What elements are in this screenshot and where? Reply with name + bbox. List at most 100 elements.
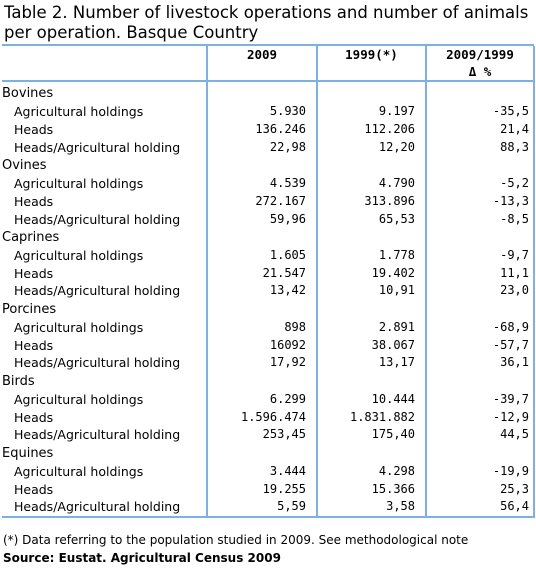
cell-2009: 22,98	[206, 138, 317, 156]
cell-change: 88,3	[425, 138, 535, 156]
cell-1999: 4.790	[316, 174, 426, 193]
cell-2009: 19.255	[206, 480, 317, 498]
cell-1999: 12,20	[316, 138, 426, 156]
table-title: Table 2. Number of livestock operations …	[4, 3, 529, 42]
category-label: Ovines	[2, 157, 47, 173]
cell-change: 23,0	[425, 282, 535, 300]
table-row: Heads/Agricultural holding 13,42 10,91 23,0	[2, 282, 535, 300]
row-label: Agricultural holdings	[14, 463, 144, 479]
cell-1999: 19.402	[316, 264, 426, 283]
cell-change: -57,7	[425, 336, 535, 355]
table-row: Heads 136.246 112.206 21,4	[2, 120, 535, 139]
table-row: Heads/Agricultural holding 22,98 12,20 88,3	[2, 138, 535, 156]
title-rule	[2, 44, 534, 46]
cell-2009: 17,92	[206, 354, 317, 372]
cell-1999: 4.298	[316, 462, 426, 481]
category-row: Bovines	[2, 84, 535, 103]
cell-2009: 5,59	[206, 497, 317, 518]
cell-1999: 2.891	[316, 318, 426, 337]
cell-change: -68,9	[425, 318, 535, 337]
cell-2009: 16092	[206, 336, 317, 355]
row-label: Heads	[14, 265, 54, 281]
cell-change: 44,5	[425, 425, 535, 444]
row-label: Heads/Agricultural holding	[14, 283, 181, 299]
row-label: Agricultural holdings	[14, 392, 144, 407]
cell-1999: 112.206	[316, 120, 426, 139]
row-label: Heads	[14, 481, 54, 497]
col-header-change: 2009/1999 Δ %	[425, 46, 535, 82]
col-header-2009-label: 2009	[246, 47, 278, 62]
footnote: (*) Data referring to the population stu…	[3, 533, 469, 547]
col-header-change-unit: Δ %	[468, 64, 492, 79]
cell-2009: 21.547	[206, 264, 317, 283]
table-row: Agricultural holdings 898 2.891 -68,9	[2, 318, 535, 337]
cell-change: -35,5	[425, 103, 535, 121]
header-spacer	[2, 81, 535, 84]
cell-change: 56,4	[425, 497, 535, 518]
category-row: Birds	[2, 371, 535, 391]
cell-1999: 15.366	[316, 480, 426, 498]
cell-change: 25,3	[425, 480, 535, 498]
cell-2009: 136.246	[206, 120, 317, 139]
cell-1999: 10,91	[316, 282, 426, 300]
cell-1999: 1.831.882	[316, 408, 426, 426]
category-label: Equines	[2, 445, 54, 461]
cell-2009: 272.167	[206, 192, 317, 211]
cell-1999: 175,40	[316, 425, 426, 444]
table-row: Agricultural holdings 1.605 1.778 -9,7	[2, 246, 535, 265]
table-row: Heads 19.255 15.366 25,3	[2, 480, 535, 498]
category-row: Porcines	[2, 299, 535, 319]
cell-2009: 1.605	[206, 246, 317, 265]
row-label: Agricultural holdings	[14, 248, 144, 264]
table-row: Agricultural holdings 5.930 9.197 -35,5	[2, 103, 535, 121]
cell-1999: 10.444	[316, 390, 426, 409]
cell-change: -19,9	[425, 462, 535, 481]
table-row: Heads/Agricultural holding 5,59 3,58 56,4	[2, 497, 535, 518]
row-label: Heads	[14, 337, 54, 353]
cell-1999: 1.778	[316, 246, 426, 265]
col-header-2009: 2009	[206, 46, 317, 82]
header-row: 2009 1999(*) 2009/1999 Δ %	[2, 46, 535, 82]
row-label: Heads	[14, 121, 54, 137]
category-label: Porcines	[2, 301, 57, 317]
table-row: Agricultural holdings 3.444 4.298 -19,9	[2, 462, 535, 481]
row-label: Heads	[14, 409, 54, 425]
row-label: Heads/Agricultural holding	[14, 355, 181, 371]
cell-change: -12,9	[425, 408, 535, 426]
cell-2009: 6.299	[206, 390, 317, 409]
livestock-table: 2009 1999(*) 2009/1999 Δ % Bovines Agricul…	[2, 46, 535, 518]
category-label: Bovines	[2, 86, 54, 101]
cell-2009: 3.444	[206, 462, 317, 481]
table-row: Heads/Agricultural holding 59,96 65,53 -8,5	[2, 210, 535, 228]
col-header-1999-label: 1999(*)	[345, 47, 398, 62]
cell-2009: 5.930	[206, 103, 317, 121]
cell-change: 36,1	[425, 354, 535, 372]
cell-2009: 898	[206, 318, 317, 337]
table-body: 2009 1999(*) 2009/1999 Δ % Bovines Agricul…	[2, 46, 535, 518]
col-header-change-label: 2009/1999	[446, 47, 514, 62]
cell-change: -39,7	[425, 390, 535, 409]
cell-1999: 65,53	[316, 210, 426, 228]
cell-change: 11,1	[425, 264, 535, 283]
cell-change: -13,3	[425, 192, 535, 211]
cell-change: -9,7	[425, 246, 535, 265]
row-label: Agricultural holdings	[14, 320, 144, 336]
cell-change: -5,2	[425, 174, 535, 193]
table-row: Heads/Agricultural holding 253,45 175,40 44…	[2, 425, 535, 444]
cell-1999: 3,58	[316, 497, 426, 518]
row-label: Agricultural holdings	[14, 176, 144, 192]
header-blank	[2, 46, 207, 82]
cell-1999: 38.067	[316, 336, 426, 355]
category-row: Equines	[2, 443, 535, 463]
row-label: Heads/Agricultural holding	[14, 427, 181, 443]
table-row: Agricultural holdings 4.539 4.790 -5,2	[2, 174, 535, 193]
col-header-1999: 1999(*)	[316, 46, 426, 82]
cell-2009: 13,42	[206, 282, 317, 300]
category-row: Ovines	[2, 155, 535, 175]
table-row: Heads/Agricultural holding 17,92 13,17 36,1	[2, 354, 535, 372]
cell-2009: 1.596.474	[206, 408, 317, 426]
row-label: Heads/Agricultural holding	[14, 139, 181, 155]
row-label: Heads/Agricultural holding	[2, 497, 207, 518]
cell-1999: 9.197	[316, 103, 426, 121]
